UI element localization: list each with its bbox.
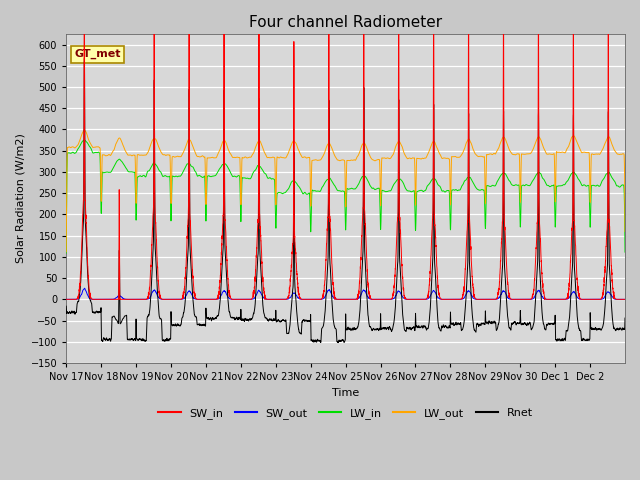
Y-axis label: Solar Radiation (W/m2): Solar Radiation (W/m2) (15, 133, 25, 264)
Legend: SW_in, SW_out, LW_in, LW_out, Rnet: SW_in, SW_out, LW_in, LW_out, Rnet (154, 404, 537, 423)
Text: GT_met: GT_met (75, 49, 121, 59)
X-axis label: Time: Time (332, 388, 359, 397)
Title: Four channel Radiometer: Four channel Radiometer (249, 15, 442, 30)
